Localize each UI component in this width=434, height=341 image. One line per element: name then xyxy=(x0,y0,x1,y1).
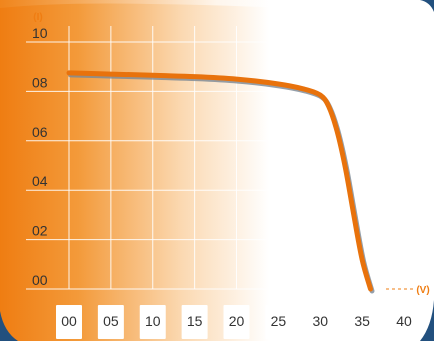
x-tick-box xyxy=(139,305,166,339)
y-tick-label: 00 xyxy=(32,272,48,288)
tick-label-boxes xyxy=(56,305,417,339)
y-tick-label: 08 xyxy=(32,74,48,90)
frame-left-corner xyxy=(0,311,18,341)
x-tick-label: 40 xyxy=(396,313,412,329)
y-tick-label: 04 xyxy=(32,173,48,189)
x-axis-unit-label: (V) xyxy=(416,285,429,296)
x-tick-box xyxy=(307,305,334,339)
y-tick-label: 02 xyxy=(32,223,48,239)
series-line xyxy=(66,70,373,292)
x-tick-box xyxy=(223,305,250,339)
x-tick-box xyxy=(97,305,124,339)
y-tick-label: 10 xyxy=(32,25,48,41)
x-tick-box xyxy=(265,305,292,339)
x-tick-label: 30 xyxy=(312,313,328,329)
frame-right-corner xyxy=(420,300,434,341)
chart-top-curve xyxy=(0,0,434,18)
x-tick-box xyxy=(391,305,417,339)
x-tick-box xyxy=(181,305,208,339)
tick-labels: 00 02 04 06 08 10 00 05 10 15 20 25 30 35 40 xyxy=(32,25,412,329)
x-tick-label: 10 xyxy=(145,313,161,329)
grid xyxy=(26,26,416,290)
x-tick-label: 25 xyxy=(271,313,287,329)
x-tick-label: 20 xyxy=(229,313,245,329)
x-tick-box xyxy=(349,305,376,339)
series-group xyxy=(66,70,375,294)
x-tick-label: 35 xyxy=(354,313,370,329)
x-tick-label: 15 xyxy=(187,313,203,329)
y-tick-label: 06 xyxy=(32,124,48,140)
y-axis-unit-label: (I) xyxy=(33,12,42,23)
x-tick-label: 05 xyxy=(103,313,119,329)
frame-top-right-corner xyxy=(420,0,434,12)
x-tick-label: 00 xyxy=(61,313,77,329)
x-tick-box xyxy=(56,305,82,339)
